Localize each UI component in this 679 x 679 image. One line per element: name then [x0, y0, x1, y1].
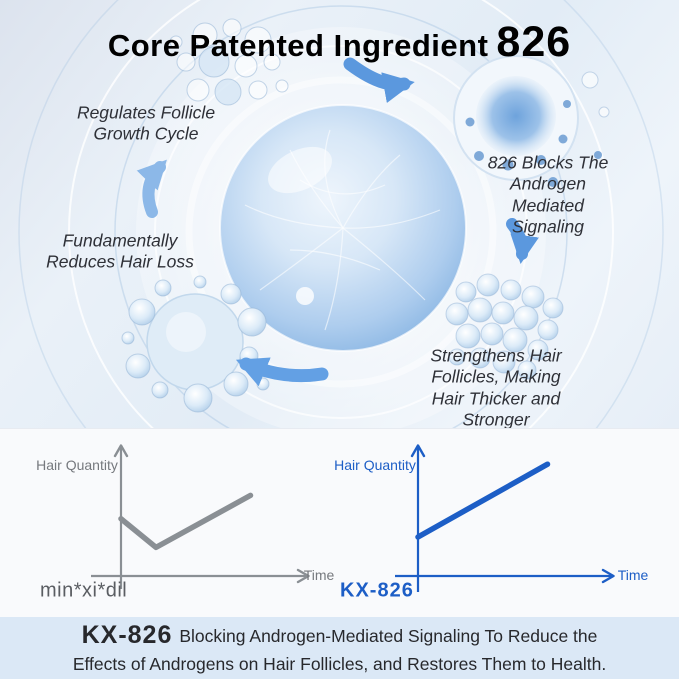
- arrow-top-icon: [343, 57, 415, 103]
- kx826-xlabel: Time: [617, 567, 649, 583]
- series-line: [415, 461, 551, 540]
- minoxidil-ylabel: Hair Quantity: [36, 457, 118, 473]
- caption-kx826: KX-826: [81, 621, 173, 650]
- cycle-arrows: [136, 57, 539, 387]
- hero-section: Core Patented Ingredient 826 Regulates F…: [0, 0, 679, 428]
- caption-text: Blocking Androgen-Mediated Signaling To …: [72, 626, 607, 675]
- charts-canvas: [91, 444, 615, 592]
- kx826-ylabel: Hair Quantity: [334, 457, 416, 473]
- minoxidil-xlabel: Time: [303, 567, 335, 583]
- caption-text-block: KX-826 Blocking Androgen-Mediated Signali…: [15, 619, 665, 676]
- arrow-right-icon: [506, 218, 539, 264]
- chart-0: [91, 444, 310, 589]
- comparison-charts-section: Hair Quantity Time min*xi*dil Hair Quant…: [0, 428, 679, 618]
- title-text: Core Patented Ingredient: [107, 28, 489, 63]
- series-line: [118, 492, 254, 551]
- cell-sphere-top-right: [453, 55, 610, 187]
- bead-cluster-bottom-right: [445, 273, 564, 380]
- water-bubble: [219, 104, 467, 352]
- hero-decoration: [18, 0, 664, 428]
- chart-1: [395, 444, 615, 592]
- kx826-label: KX-826: [340, 579, 414, 602]
- label-strengthens-follicles: Strengthens Hair Follicles, Making Hair …: [430, 345, 562, 428]
- page-title: Core Patented Ingredient 826: [0, 18, 679, 67]
- label-regulates-follicle: Regulates Follicle Growth Cycle: [76, 102, 216, 144]
- title-highlight-826: 826: [496, 18, 572, 66]
- caption-bar: KX-826 Blocking Androgen-Mediated Signali…: [0, 617, 679, 679]
- label-reduces-hair-loss: Fundamentally Reduces Hair Loss: [46, 230, 194, 272]
- label-826-blocks: 826 Blocks The Androgen Mediated Signali…: [487, 152, 609, 237]
- molecule-cluster-top-left: [169, 18, 289, 106]
- arrow-bottom-icon: [235, 357, 329, 387]
- arrow-left-icon: [136, 159, 167, 218]
- minoxidil-label: min*xi*dil: [40, 579, 128, 602]
